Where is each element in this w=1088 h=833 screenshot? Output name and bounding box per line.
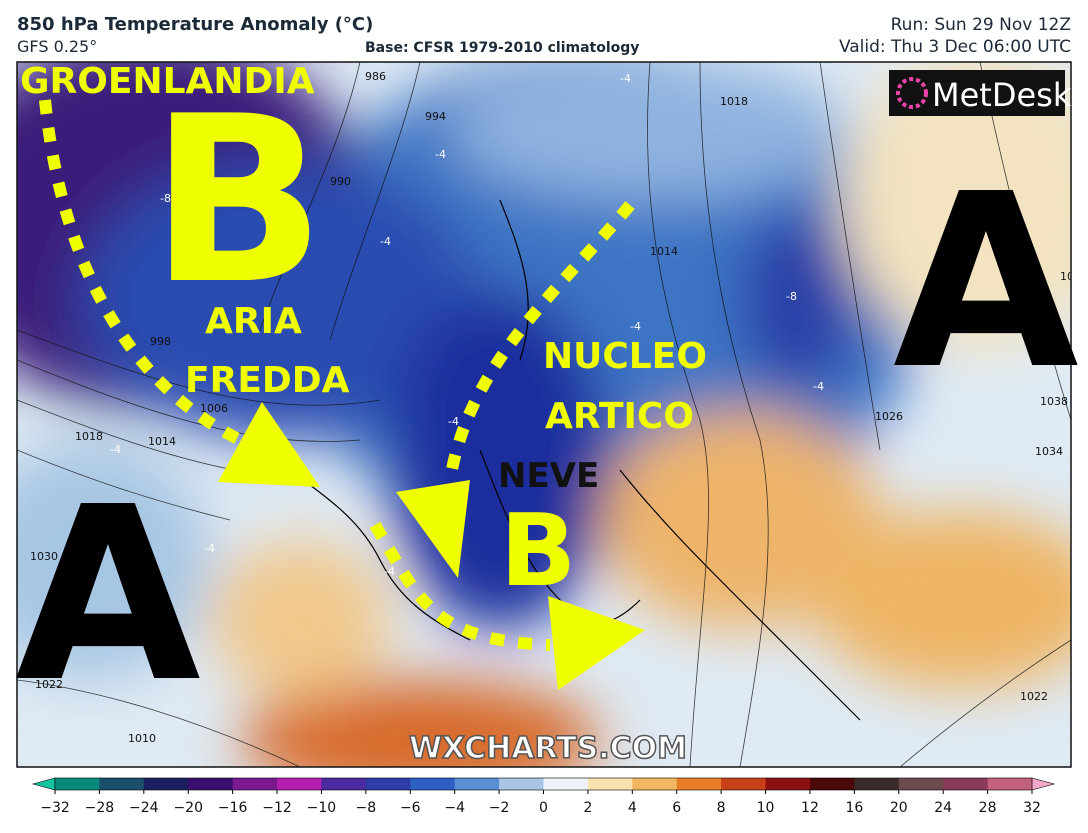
colorbar-segment [99,778,145,790]
logo-box [889,70,1065,116]
colorbar-segment [365,778,411,790]
colorbar-segment [232,778,278,790]
colorbar-tick-label: 12 [801,800,819,816]
annotation: NUCLEO [543,336,707,377]
colorbar-segment [765,778,811,790]
contour-label: 1010 [128,732,156,745]
map: 986 994 990 998 1006 1014 1018 1030 1022 1010 1014… [17,62,1088,767]
colorbar-tick-label: 2 [583,800,592,816]
contour-label: -4 [630,320,641,333]
annotation: B [150,68,325,335]
colorbar-tick-label: −24 [129,800,159,816]
run: Run: Sun 29 Nov 12Z [891,15,1071,35]
colorbar-segment [632,778,678,790]
watermark: WXCHARTS.COM [409,731,687,766]
annotation: A [893,142,1079,422]
colorbar-segment [543,778,589,790]
contour-label: -4 [204,542,215,555]
annotation: GROENLANDIA [20,61,315,102]
colorbar-end [31,777,56,791]
contour-label: 1038 [1040,395,1068,408]
contour-label: 990 [330,175,351,188]
colorbar-segment [454,778,500,790]
colorbar-tick-label: −20 [173,800,203,816]
colorbar-tick-label: 6 [672,800,681,816]
colorbar-tick-label: −28 [85,800,115,816]
annotation: FREDDA [185,360,350,401]
colorbar-segment [987,778,1033,790]
colorbar-segment [321,778,367,790]
contour-label: 1018 [75,430,103,443]
colorbar-tick-label: −12 [262,800,292,816]
contour-label: 1042 [1060,270,1088,283]
contour-label: 998 [150,335,171,348]
colorbar-segment [943,778,989,790]
contour-label: -8 [786,290,797,303]
contour-label: 1034 [1035,445,1063,458]
colorbar-segment [410,778,456,790]
annotation: A [15,455,201,735]
contour-label: -4 [813,380,824,393]
colorbar-tick-label: 8 [717,800,726,816]
colorbar-segment [499,778,544,790]
colorbar-segment [721,778,767,790]
colorbar-tick-label: 28 [979,800,997,816]
colorbar-tick-label: −8 [356,800,377,816]
contour-label: 994 [425,110,446,123]
colorbar-tick-label: 10 [757,800,775,816]
model: GFS 0.25° [17,37,97,56]
base: Base: CFSR 1979-2010 climatology [365,40,639,56]
colorbar-tick-label: 20 [890,800,908,816]
colorbar-tick-label: 4 [628,800,637,816]
colorbar-tick-label: 24 [934,800,952,816]
contour-label: -4 [110,443,121,456]
logo: MetDesk [932,76,1072,114]
contour-label: -4 [448,415,459,428]
colorbar: −32 −28 −24 −20 −16 −12 −10 −8 −6 −4 −2 0 2 4 6 8 10 12 16… [31,777,1056,816]
title: 850 hPa Temperature Anomaly (°C) [17,14,373,35]
colorbar-tick-label: −10 [307,800,337,816]
contour-label: 1022 [35,678,63,691]
colorbar-end [1031,777,1056,791]
contour-label: -8 [160,192,171,205]
colorbar-segment [854,778,900,790]
annotation: NEVE [498,456,599,496]
annotation: ARIA [205,301,302,342]
annotation: B [500,492,576,609]
contour-label: -4 [435,148,446,161]
map-frame [16,61,1072,768]
colorbar-tick-label: −16 [218,800,248,816]
contour-label: -4 [384,565,395,578]
colorbar-tick-label: 32 [1023,800,1041,816]
contour-label: -4 [380,235,391,248]
contour-label: 1014 [650,245,678,258]
colorbar-tick-label: −4 [444,800,465,816]
colorbar-segment [55,778,100,790]
logo-icon [896,77,928,109]
contour-label: 1014 [148,435,176,448]
colorbar-segment [898,778,944,790]
contour-label: 1022 [1020,690,1048,703]
contour-label: 1018 [720,95,748,108]
colorbar-segment [188,778,234,790]
valid: Valid: Thu 3 Dec 06:00 UTC [839,37,1071,57]
colorbar-tick-label: 0 [539,800,548,816]
contour-label: -4 [620,72,631,85]
colorbar-segment [809,778,855,790]
colorbar-tick-label: −32 [40,800,70,816]
colorbar-segment [676,778,722,790]
contour-label: 1026 [875,410,903,423]
colorbar-segment [587,778,633,790]
contour-label: 986 [365,70,386,83]
colorbar-tick-label: −2 [489,800,510,816]
colorbar-segment [143,778,189,790]
colorbar-tick-label: 16 [845,800,863,816]
colorbar-tick-label: −6 [400,800,421,816]
colorbar-segment [277,778,322,790]
contour-label: 1030 [30,550,58,563]
contour-label: 1006 [200,402,228,415]
annotation: ARTICO [545,396,694,437]
